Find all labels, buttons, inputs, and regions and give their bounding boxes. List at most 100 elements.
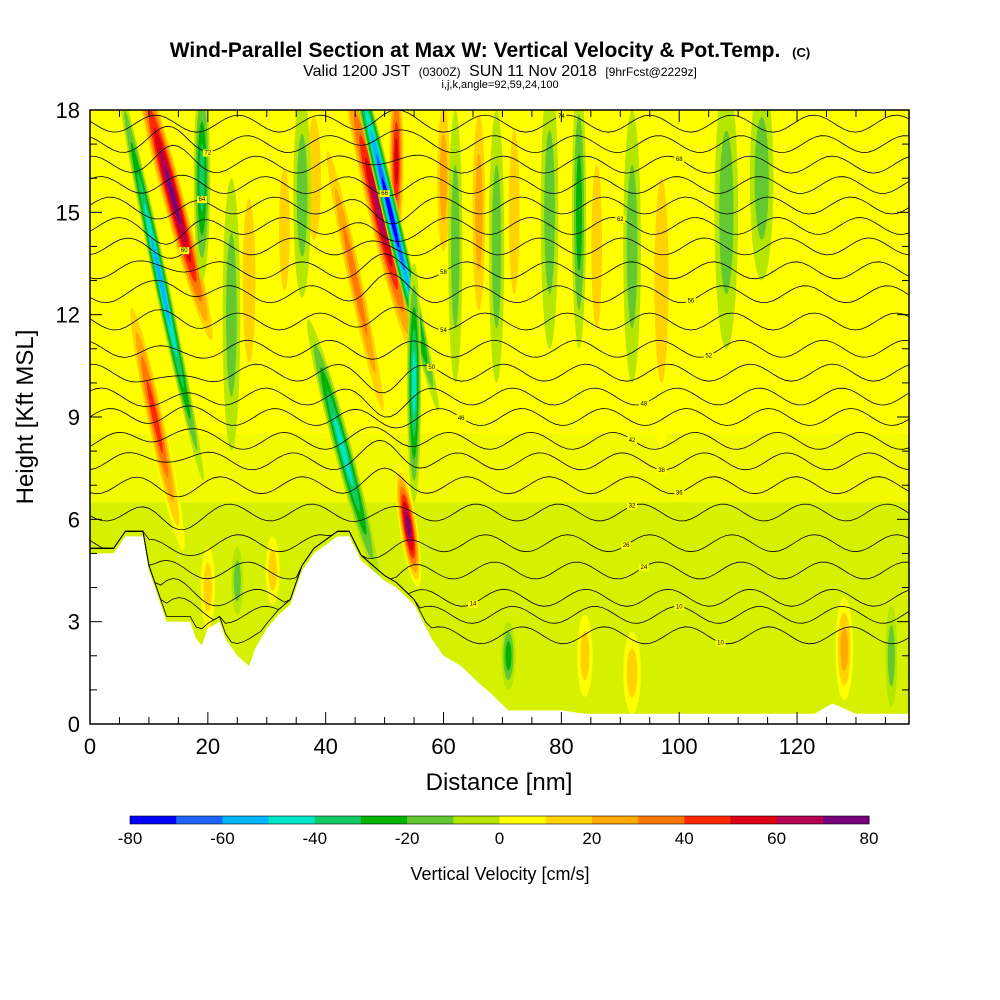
colorbar-swatch <box>822 816 870 824</box>
theta-label-bg <box>426 363 437 371</box>
colorbar-swatch <box>730 816 778 824</box>
theta-label-bg <box>627 502 638 510</box>
theta-contour-label: 62 <box>617 217 624 223</box>
theta-contour-label: 42 <box>629 438 636 444</box>
velocity-band <box>654 178 669 383</box>
theta-contour-line <box>90 272 909 304</box>
theta-label-bg <box>638 400 649 408</box>
downdraft-cell-35 <box>231 546 244 615</box>
velocity-band <box>475 153 483 271</box>
y-axis-label: Height [Kft MSL] <box>12 330 39 505</box>
theta-contour-line <box>90 530 909 559</box>
theta-contour-label: 36 <box>676 491 683 497</box>
x-tick-label: 120 <box>779 734 816 759</box>
theta-contour-line <box>90 503 909 531</box>
colorbar-swatch <box>222 816 270 824</box>
velocity-band <box>296 133 308 257</box>
theta-contour-label: 60 <box>181 248 188 254</box>
updraft-cell-13 <box>275 127 294 332</box>
theta-contour-label: 52 <box>705 353 712 359</box>
velocity-band <box>840 627 848 671</box>
velocity-band <box>887 625 895 687</box>
x-tick-label: 100 <box>661 734 698 759</box>
theta-contour-label: 24 <box>641 565 648 571</box>
colorbar-swatch <box>314 816 362 824</box>
colorbar-tick-label: -60 <box>210 829 235 848</box>
downdraft-cell-22 <box>571 110 587 349</box>
colorbar-tick-label: 20 <box>582 829 601 848</box>
updraft-cell-34 <box>265 536 280 605</box>
velocity-band <box>508 130 520 295</box>
colorbar-swatch <box>176 816 223 824</box>
y-tick-label: 9 <box>68 405 80 430</box>
velocity-band <box>333 415 354 488</box>
downdraft-cell-17 <box>448 110 463 383</box>
x-tick-label: 20 <box>196 734 220 759</box>
velocity-band <box>370 179 387 246</box>
theta-contour-label: 26 <box>623 543 630 549</box>
theta-contour-line <box>90 530 909 624</box>
theta-label-bg <box>638 564 649 572</box>
x-tick-label: 0 <box>84 734 96 759</box>
downdraft-cell-28 <box>501 621 516 690</box>
updraft-cell-31 <box>835 597 854 701</box>
theta-contour-label: 68 <box>676 157 683 163</box>
theta-label-bg <box>674 489 685 497</box>
theta-contour-line <box>90 217 909 245</box>
velocity-band <box>544 130 555 295</box>
theta-label-bg <box>379 190 390 198</box>
theta-contour-line <box>90 467 909 498</box>
colorbar-swatch <box>130 816 177 824</box>
colorbar-swatch <box>591 816 639 824</box>
theta-contour-line <box>90 439 909 471</box>
theta-contour-line <box>90 144 909 174</box>
theta-label-bg <box>202 149 213 157</box>
downdraft-cell-27 <box>749 110 774 281</box>
colorbar-swatch <box>684 816 731 824</box>
y-tick-label: 12 <box>56 303 80 328</box>
theta-label-bg <box>615 215 626 223</box>
velocity-band <box>591 164 603 329</box>
velocity-band <box>451 164 460 329</box>
updraft-cell-20 <box>505 110 524 349</box>
updraft-cell-6 <box>395 465 422 587</box>
theta-label-bg <box>179 247 190 255</box>
theta-contour-label: 14 <box>470 602 477 608</box>
updraft-cell-23 <box>587 110 606 383</box>
velocity-band <box>233 560 241 602</box>
theta-contour-label: 66 <box>381 191 388 197</box>
updraft-cell-1 <box>124 283 185 551</box>
downdraft-cell-3 <box>193 110 211 281</box>
theta-label-bg <box>715 639 726 647</box>
updraft-cell-10 <box>318 113 392 448</box>
theta-label-bg <box>674 156 685 164</box>
colorbar-swatch <box>545 816 593 824</box>
theta-contour-line <box>90 530 909 645</box>
velocity-band <box>439 134 448 223</box>
updraft-cell-14 <box>238 144 260 418</box>
chart-title: Wind-Parallel Section at Max W: Vertical… <box>170 39 810 62</box>
downdraft-cell-12 <box>293 110 311 298</box>
theta-contour-line <box>90 125 909 153</box>
velocity-band <box>412 350 417 416</box>
colorbar-tick-label: 80 <box>860 829 879 848</box>
velocity-band <box>342 224 368 337</box>
theta-contour-line <box>90 339 909 360</box>
theta-contour-line <box>90 405 909 429</box>
theta-label-bg <box>467 600 478 608</box>
theta-contour-label: 48 <box>641 402 648 408</box>
theta-contour-line <box>90 196 909 225</box>
colorbar-tick-label: -40 <box>302 829 327 848</box>
theta-contour-label: 64 <box>199 197 206 203</box>
colorbar-tick-label: -80 <box>118 829 143 848</box>
updraft-cell-25 <box>649 110 674 452</box>
x-tick-label: 60 <box>431 734 455 759</box>
theta-contour-label: 32 <box>629 504 636 510</box>
colorbar-tick-label: 60 <box>767 829 786 848</box>
theta-label-bg <box>438 327 449 335</box>
updraft-cell-33 <box>200 546 215 629</box>
theta-contour-line <box>90 174 909 197</box>
downdraft-cell-9 <box>406 263 422 503</box>
